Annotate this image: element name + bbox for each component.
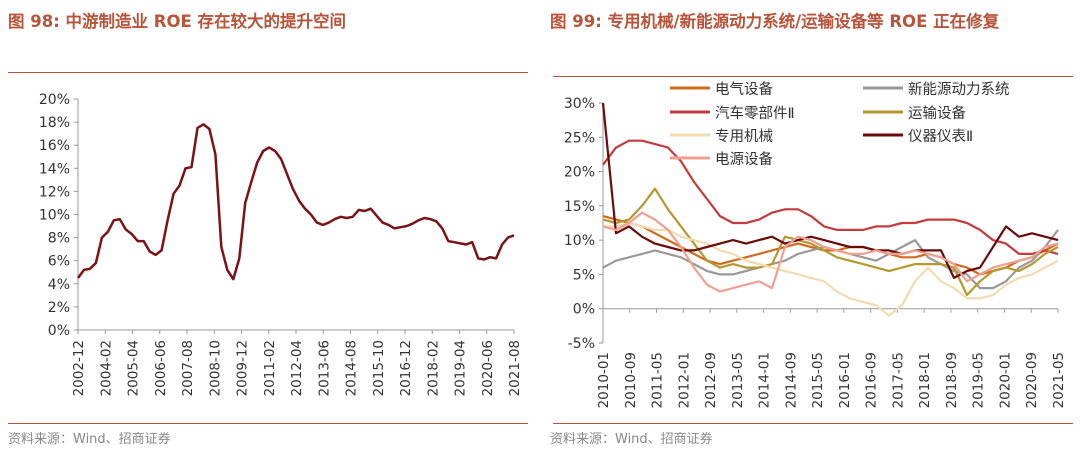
legend-label: 电源设备 [715,151,773,168]
x-tick-label: 2014-01 [757,352,773,408]
y-tick-label: 30% [564,96,595,112]
left-figure-panel: 图 98: 中游制造业 ROE 存在较大的提升空间 0% 2% 4% 6% 8% 10% 1… [0,0,535,462]
x-tick-label: 2014-08 [344,340,360,396]
x-tick-label: 2012-04 [289,340,305,396]
right-chart: -5% 0% 5% 10% 15% 20% 25% 30% 2010-01 2010-09 2011… [564,81,1067,408]
legend-label: 电气设备 [715,81,773,98]
y-tick-label: 20% [39,92,70,108]
x-tick-label: 2011-02 [262,340,278,396]
right-figure-panel: 图 99: 专用机械/新能源动力系统/运输设备等 ROE 正在修复 -5% 0% 5… [545,0,1080,462]
y-tick-label: 15% [564,199,595,215]
series-line-1 [76,123,515,281]
y-tick-label: 8% [48,231,70,247]
x-tick-label: 2017-05 [890,352,906,408]
x-tick-label: 2008-10 [207,340,223,396]
left-bottom-divider [8,423,528,424]
y-tick-label: 14% [39,161,70,177]
x-tick-label: 2020-09 [1024,352,1040,408]
x-tick-label: 2009-12 [235,340,251,396]
x-tick-label: 2018-02 [425,340,441,396]
x-tick-label: 2002-12 [71,340,87,396]
x-tick-label: 2015-10 [371,340,387,396]
legend-label: 专用机械 [715,128,773,145]
y-tick-label: 20% [564,165,595,181]
legend-label: 仪器仪表Ⅱ [908,128,973,145]
right-title-divider [553,76,1073,77]
x-tick-label: 2012-09 [703,352,719,408]
x-tick-label: 2018-09 [944,352,960,408]
right-bottom-divider [553,423,1073,424]
series-line-1 [602,215,1059,276]
x-tick-label: 2016-12 [398,340,414,396]
left-figure-title: 图 98: 中游制造业 ROE 存在较大的提升空间 [8,12,347,31]
x-tick-label: 2010-09 [623,352,639,408]
x-tick-label: 2021-08 [507,340,523,396]
x-tick-label: 2015-05 [810,352,826,408]
legend-label: 新能源动力系统 [908,81,1010,98]
y-tick-label: 0% [573,302,595,318]
x-tick-label: 2006-06 [153,340,169,396]
series-line-7 [602,211,1059,293]
x-tick-label: 2007-08 [180,340,196,396]
x-tick-label: 2011-05 [650,352,666,408]
y-tick-label: 2% [48,300,70,316]
x-tick-label: 2013-05 [730,352,746,408]
x-tick-label: 2010-01 [596,352,612,408]
y-tick-label: 10% [564,233,595,249]
series-line-6 [601,102,1059,279]
x-tick-label: 2019-04 [453,340,469,396]
left-chart: 0% 2% 4% 6% 8% 10% 12% 14% 16% 18% 20% 2002-12 2004-… [39,92,523,396]
x-tick-label: 2020-06 [480,340,496,396]
x-tick-label: 2004-02 [98,340,114,396]
x-tick-label: 2020-01 [997,352,1013,408]
legend-label: 运输设备 [908,105,966,122]
right-source-note: 资料来源：Wind、招商证券 [550,432,713,447]
x-tick-label: 2013-06 [316,340,332,396]
left-title-divider [8,72,528,73]
x-tick-label: 2016-01 [837,352,853,408]
y-tick-label: -5% [568,336,595,352]
y-tick-label: 12% [39,184,70,200]
x-tick-label: 2012-01 [676,352,692,408]
x-tick-label: 2016-09 [864,352,880,408]
y-tick-label: 6% [48,254,70,270]
series-line-5 [603,221,1059,317]
y-tick-label: 4% [48,277,70,293]
right-figure-title: 图 99: 专用机械/新能源动力系统/运输设备等 ROE 正在修复 [550,12,1000,31]
x-tick-label: 2021-05 [1051,352,1067,408]
y-tick-label: 16% [39,138,70,154]
y-tick-label: 5% [573,267,595,283]
x-tick-label: 2005-04 [126,340,142,396]
y-tick-label: 18% [39,115,70,131]
legend-label: 汽车零部件Ⅱ [715,105,795,122]
x-tick-label: 2019-05 [971,352,987,408]
left-source-note: 资料来源：Wind、招商证券 [8,432,171,447]
y-tick-label: 25% [564,130,595,146]
y-tick-label: 10% [39,208,70,224]
series-line-4 [602,187,1059,297]
x-tick-label: 2018-01 [917,352,933,408]
y-tick-label: 0% [48,323,70,339]
x-tick-label: 2014-09 [783,352,799,408]
